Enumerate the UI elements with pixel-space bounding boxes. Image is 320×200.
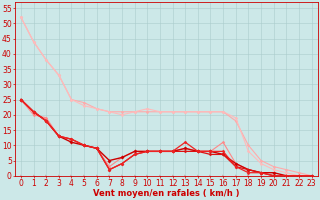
X-axis label: Vent moyen/en rafales ( km/h ): Vent moyen/en rafales ( km/h ) [93, 189, 239, 198]
